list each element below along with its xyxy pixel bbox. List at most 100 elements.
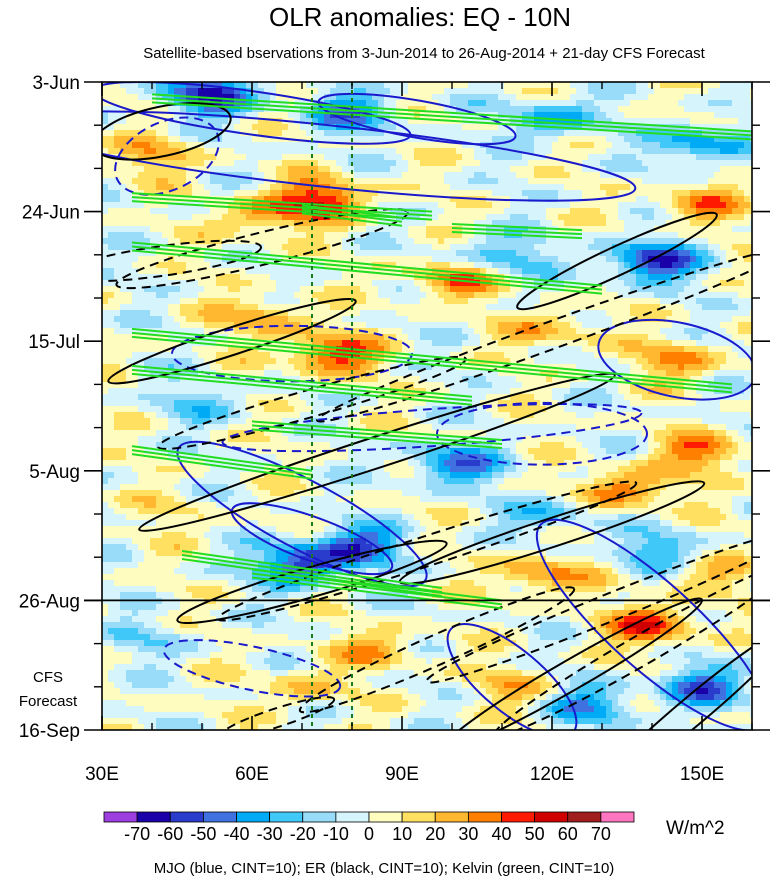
anomaly-cell [210,346,217,353]
anomaly-cell [558,346,565,353]
anomaly-cell [240,268,247,275]
anomaly-cell [498,136,505,143]
anomaly-cell [402,226,409,233]
anomaly-cell [312,172,319,179]
anomaly-cell [510,214,517,221]
anomaly-cell [318,334,325,341]
anomaly-cell [306,136,313,143]
anomaly-cell [474,160,481,167]
anomaly-cell [324,280,331,287]
anomaly-cell [726,160,733,167]
anomaly-cell [126,154,133,161]
anomaly-cell [426,232,433,239]
anomaly-cell [294,124,301,131]
anomaly-cell [438,154,445,161]
anomaly-cell [108,148,115,155]
anomaly-cell [126,310,133,317]
anomaly-cell [186,250,193,257]
anomaly-cell [642,142,649,149]
anomaly-cell [444,232,451,239]
anomaly-cell [252,172,259,179]
anomaly-cell [720,184,727,191]
anomaly-cell [720,340,727,347]
anomaly-cell [414,250,421,257]
anomaly-cell [612,334,619,341]
anomaly-cell [702,142,709,149]
anomaly-cell [402,256,409,263]
anomaly-cell [696,292,703,299]
anomaly-cell [702,226,709,233]
anomaly-cell [552,238,559,245]
anomaly-cell [126,220,133,227]
anomaly-cell [162,202,169,209]
anomaly-cell [240,220,247,227]
anomaly-cell [474,190,481,197]
anomaly-cell [306,328,313,335]
anomaly-cell [288,274,295,281]
anomaly-cell [594,154,601,161]
anomaly-cell [510,106,517,113]
anomaly-cell [462,310,469,317]
anomaly-cell [594,340,601,347]
anomaly-cell [582,340,589,347]
anomaly-cell [420,160,427,167]
anomaly-cell [432,190,439,197]
anomaly-cell [588,232,595,239]
anomaly-cell [600,340,607,347]
anomaly-cell [180,82,187,89]
anomaly-cell [684,286,691,293]
anomaly-cell [684,160,691,167]
anomaly-cell [330,130,337,137]
anomaly-cell [738,160,745,167]
anomaly-cell [270,328,277,335]
anomaly-cell [606,322,613,329]
anomaly-cell [642,268,649,275]
anomaly-cell [138,250,145,257]
anomaly-cell [540,208,547,215]
anomaly-cell [696,286,703,293]
anomaly-cell [150,292,157,299]
anomaly-cell [738,340,745,347]
anomaly-cell [282,160,289,167]
anomaly-cell [456,238,463,245]
anomaly-cell [642,124,649,131]
anomaly-cell [102,226,109,233]
anomaly-cell [120,178,127,185]
anomaly-cell [420,250,427,257]
anomaly-cell [324,340,331,347]
anomaly-cell [522,124,529,131]
anomaly-cell [486,298,493,305]
anomaly-cell [318,226,325,233]
anomaly-cell [198,148,205,155]
anomaly-cell [294,148,301,155]
anomaly-cell [444,346,451,353]
anomaly-cell [438,262,445,269]
anomaly-cell [618,148,625,155]
anomaly-cell [102,322,109,329]
anomaly-cell [678,130,685,137]
anomaly-cell [732,148,739,155]
anomaly-cell [354,340,361,347]
anomaly-cell [462,334,469,341]
anomaly-cell [474,88,481,95]
anomaly-cell [360,178,367,185]
anomaly-cell [276,160,283,167]
anomaly-cell [666,118,673,125]
anomaly-cell [750,262,752,269]
anomaly-cell [732,112,739,119]
anomaly-cell [180,142,187,149]
anomaly-cell [696,316,703,323]
anomaly-cell [108,238,115,245]
anomaly-cell [606,238,613,245]
anomaly-cell [114,214,121,221]
anomaly-cell [726,136,733,143]
anomaly-cell [630,112,637,119]
anomaly-cell [690,106,697,113]
anomaly-cell [102,352,109,359]
anomaly-cell [348,334,355,341]
anomaly-cell [480,118,487,125]
anomaly-cell [744,184,751,191]
anomaly-cell [624,214,631,221]
anomaly-cell [582,124,589,131]
anomaly-cell [450,178,457,185]
